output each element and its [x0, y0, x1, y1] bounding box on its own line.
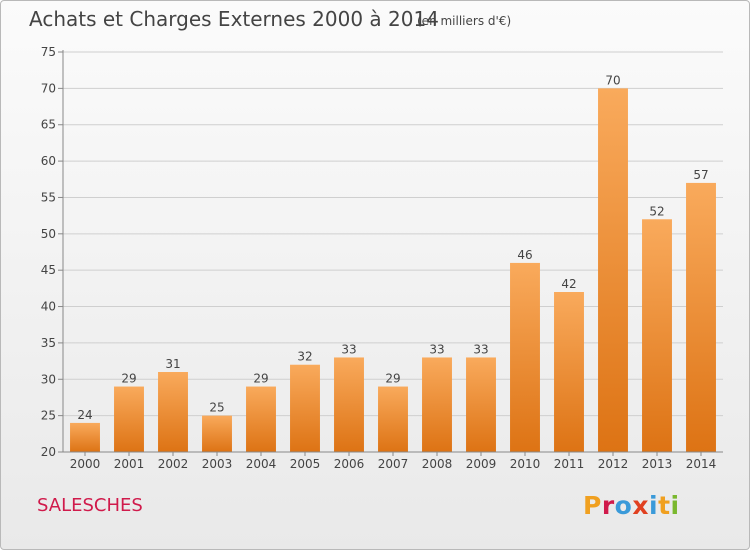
bar-value-label: 57 [693, 168, 708, 182]
bar-value-label: 70 [605, 73, 620, 87]
y-tick-label: 20 [41, 445, 56, 459]
logo-letter: i [670, 491, 680, 520]
bar [466, 357, 496, 452]
y-tick-label: 35 [41, 336, 56, 350]
y-tick-label: 55 [41, 190, 56, 204]
x-tick-label: 2010 [510, 457, 541, 471]
x-tick-label: 2012 [598, 457, 629, 471]
bar [202, 415, 232, 452]
bar-value-label: 24 [77, 408, 92, 422]
x-tick-label: 2005 [290, 457, 321, 471]
chart-title: Achats et Charges Externes 2000 à 2014 [29, 7, 439, 31]
x-tick-label: 2003 [202, 457, 233, 471]
logo-letter: r [601, 491, 615, 520]
bar [334, 357, 364, 452]
y-tick-label: 65 [41, 118, 56, 132]
bar-value-label: 25 [209, 401, 224, 415]
bar [158, 372, 188, 452]
y-tick-label: 25 [41, 409, 56, 423]
x-tick-label: 2014 [686, 457, 717, 471]
y-tick-label: 60 [41, 154, 56, 168]
bar [686, 182, 716, 452]
bar-value-label: 32 [297, 350, 312, 364]
bar [378, 386, 408, 452]
bar-value-label: 33 [341, 342, 356, 356]
y-tick-label: 40 [41, 300, 56, 314]
bar-value-label: 33 [473, 342, 488, 356]
x-tick-label: 2007 [378, 457, 409, 471]
bar [510, 262, 540, 452]
y-tick-label: 45 [41, 263, 56, 277]
bar [70, 422, 100, 452]
bar [290, 364, 320, 452]
bar [642, 219, 672, 452]
chart-subtitle: (en milliers d'€) [417, 14, 512, 28]
bar [422, 357, 452, 452]
x-tick-label: 2000 [70, 457, 101, 471]
axes: 20 25 30 35 40 45 50 55 60 65 70 75 2000 2001 2002 2003… [41, 45, 723, 471]
x-tick-label: 2009 [466, 457, 497, 471]
bar [246, 386, 276, 452]
proxiti-logo: Proxiti [583, 491, 680, 520]
x-tick-label: 2013 [642, 457, 673, 471]
bar [114, 386, 144, 452]
bar-value-label: 31 [165, 357, 180, 371]
x-tick-label: 2004 [246, 457, 277, 471]
bar-value-label: 29 [121, 372, 136, 386]
logo-letter: i [649, 491, 659, 520]
bar-value-label: 29 [253, 372, 268, 386]
logo-letter: t [658, 491, 671, 520]
x-tick-label: 2002 [158, 457, 189, 471]
logo-letter: P [583, 491, 602, 520]
bar-value-label: 42 [561, 277, 576, 291]
bar-value-label: 29 [385, 372, 400, 386]
x-tick-label: 2006 [334, 457, 365, 471]
y-tick-label: 50 [41, 227, 56, 241]
y-tick-label: 30 [41, 372, 56, 386]
bars: 24 29 31 25 29 32 33 29 33 33 46 42 70 52 57 [70, 73, 716, 452]
y-tick-label: 70 [41, 81, 56, 95]
y-tick-label: 75 [41, 45, 56, 59]
bar [554, 292, 584, 452]
commune-name: SALESCHES [37, 495, 143, 516]
x-tick-label: 2008 [422, 457, 453, 471]
logo-letter: o [614, 491, 633, 520]
logo-letter: x [632, 491, 649, 520]
bar-value-label: 46 [517, 248, 532, 262]
x-tick-label: 2001 [114, 457, 145, 471]
bar-value-label: 52 [649, 204, 664, 218]
x-tick-label: 2011 [554, 457, 585, 471]
bar [598, 88, 628, 452]
bar-value-label: 33 [429, 342, 444, 356]
